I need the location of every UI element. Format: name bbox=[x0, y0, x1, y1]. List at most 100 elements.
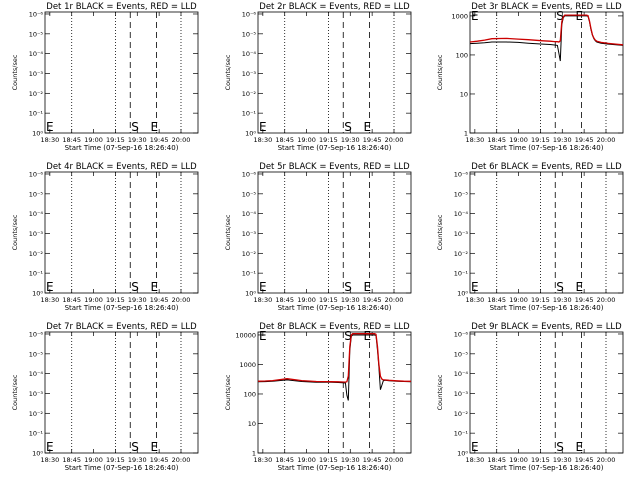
y-tick-label: 10⁰ bbox=[457, 290, 468, 298]
y-tick-label: 10⁻⁵ bbox=[242, 30, 257, 38]
x-tick-label: 19:45 bbox=[363, 136, 382, 144]
marker-e: E bbox=[46, 120, 54, 134]
series-lld-line bbox=[258, 333, 411, 383]
x-tick-label: 19:45 bbox=[575, 136, 594, 144]
plot-frame bbox=[257, 331, 412, 454]
y-tick-label: 10⁻⁶ bbox=[29, 330, 44, 338]
x-tick-label: 20:00 bbox=[597, 296, 616, 304]
y-tick-label: 10⁻² bbox=[242, 90, 257, 98]
x-tick-label: 19:15 bbox=[106, 296, 125, 304]
x-tick-label: 20:00 bbox=[597, 456, 616, 464]
x-axis-label: Start Time (07-Sep-16 18:26:40) bbox=[278, 304, 392, 312]
panel-det5: Det 5r BLACK = Events, RED = LLD 18:30 18:… bbox=[224, 162, 412, 312]
marker-f: E bbox=[150, 280, 158, 294]
y-tick-label: 10⁰ bbox=[245, 130, 256, 138]
x-tick-label: 19:15 bbox=[106, 136, 125, 144]
y-tick-label: 10⁻⁶ bbox=[29, 10, 44, 18]
plot-frame bbox=[44, 171, 199, 294]
x-axis-label: Start Time (07-Sep-16 18:26:40) bbox=[490, 144, 604, 152]
x-axis-label: Start Time (07-Sep-16 18:26:40) bbox=[278, 464, 392, 472]
x-tick-label: 18:45 bbox=[487, 456, 506, 464]
x-tick-label: 19:45 bbox=[150, 136, 169, 144]
x-tick-label: 18:30 bbox=[465, 296, 484, 304]
x-axis-label: Start Time (07-Sep-16 18:26:40) bbox=[65, 464, 179, 472]
y-tick-label: 10⁻² bbox=[29, 250, 44, 258]
marker-f: E bbox=[150, 120, 158, 134]
y-tick-label: 10⁻² bbox=[29, 410, 44, 418]
marker-e: E bbox=[471, 9, 479, 23]
y-tick-label: 10⁻⁴ bbox=[454, 370, 469, 378]
y-tick-label: 1 bbox=[464, 130, 468, 138]
y-tick-label: 10⁻² bbox=[454, 410, 469, 418]
marker-f: E bbox=[575, 440, 583, 454]
marker-f: E bbox=[363, 120, 371, 134]
marker-f: E bbox=[363, 329, 371, 343]
x-tick-label: 18:45 bbox=[487, 296, 506, 304]
x-tick-label: 19:15 bbox=[319, 296, 338, 304]
y-tick-label: 10⁻³ bbox=[242, 230, 257, 238]
x-tick-label: 20:00 bbox=[172, 296, 191, 304]
y-axis-label: Counts/sec bbox=[436, 214, 444, 250]
y-tick-label: 10 bbox=[248, 420, 256, 428]
y-tick-label: 10⁻³ bbox=[242, 70, 257, 78]
x-tick-label: 19:45 bbox=[150, 456, 169, 464]
y-tick-label: 10⁻¹ bbox=[29, 110, 44, 118]
x-tick-label: 19:45 bbox=[150, 296, 169, 304]
y-tick-label: 10⁻⁴ bbox=[242, 210, 257, 218]
y-tick-label: 10⁻⁵ bbox=[454, 350, 469, 358]
y-tick-label: 10⁰ bbox=[32, 290, 43, 298]
y-tick-label: 10⁻³ bbox=[29, 390, 44, 398]
x-tick-label: 18:45 bbox=[275, 296, 294, 304]
marker-e: E bbox=[259, 280, 267, 294]
y-tick-label: 100 bbox=[456, 51, 468, 59]
x-axis-label: Start Time (07-Sep-16 18:26:40) bbox=[490, 304, 604, 312]
plot-frame bbox=[469, 331, 624, 454]
x-tick-label: 19:30 bbox=[341, 136, 360, 144]
x-axis-label: Start Time (07-Sep-16 18:26:40) bbox=[278, 144, 392, 152]
x-tick-label: 19:00 bbox=[297, 136, 316, 144]
plot-frame bbox=[44, 331, 199, 454]
marker-e: E bbox=[46, 440, 54, 454]
x-tick-label: 20:00 bbox=[597, 136, 616, 144]
x-tick-label: 19:15 bbox=[531, 296, 550, 304]
x-tick-label: 19:30 bbox=[341, 456, 360, 464]
y-tick-label: 10⁻⁶ bbox=[242, 170, 257, 178]
marker-e: E bbox=[471, 280, 479, 294]
panel-det3: Det 3r BLACK = Events, RED = LLD 18:30 18:… bbox=[436, 2, 624, 152]
x-tick-label: 19:15 bbox=[106, 456, 125, 464]
x-tick-label: 19:30 bbox=[128, 296, 147, 304]
marker-s: S bbox=[556, 9, 564, 23]
x-tick-label: 20:00 bbox=[172, 456, 191, 464]
panel-title: Det 4r BLACK = Events, RED = LLD bbox=[46, 162, 197, 172]
panel-det7: Det 7r BLACK = Events, RED = LLD 18:30 18:… bbox=[11, 322, 199, 472]
y-tick-label: 10⁻⁴ bbox=[29, 370, 44, 378]
x-tick-label: 18:30 bbox=[40, 456, 59, 464]
y-axis-label: Counts/sec bbox=[11, 54, 19, 90]
y-tick-label: 10⁻⁵ bbox=[454, 190, 469, 198]
plot-frame bbox=[469, 171, 624, 294]
y-axis-label: Counts/sec bbox=[224, 374, 232, 410]
marker-f: E bbox=[363, 280, 371, 294]
y-tick-label: 10⁻⁵ bbox=[29, 350, 44, 358]
marker-s: S bbox=[131, 280, 139, 294]
panel-title: Det 5r BLACK = Events, RED = LLD bbox=[259, 162, 410, 172]
marker-s: S bbox=[344, 120, 352, 134]
y-axis-label: Counts/sec bbox=[436, 374, 444, 410]
y-tick-label: 10⁻⁵ bbox=[29, 30, 44, 38]
series-events-line bbox=[258, 334, 411, 401]
panel-det8: Det 8r BLACK = Events, RED = LLD 18:30 18:… bbox=[224, 322, 412, 472]
y-tick-label: 10⁻¹ bbox=[454, 270, 469, 278]
y-tick-label: 10⁻⁶ bbox=[29, 170, 44, 178]
panel-title: Det 8r BLACK = Events, RED = LLD bbox=[259, 322, 410, 332]
x-tick-label: 18:45 bbox=[275, 456, 294, 464]
x-tick-label: 19:00 bbox=[297, 296, 316, 304]
x-tick-label: 19:00 bbox=[84, 456, 103, 464]
y-tick-label: 10⁻³ bbox=[29, 70, 44, 78]
x-tick-label: 19:15 bbox=[319, 456, 338, 464]
x-tick-label: 20:00 bbox=[385, 296, 404, 304]
y-tick-label: 10⁻⁶ bbox=[242, 10, 257, 18]
y-tick-label: 10⁻² bbox=[29, 90, 44, 98]
x-tick-label: 18:45 bbox=[62, 456, 81, 464]
x-tick-label: 19:30 bbox=[128, 456, 147, 464]
x-tick-label: 19:00 bbox=[509, 456, 528, 464]
